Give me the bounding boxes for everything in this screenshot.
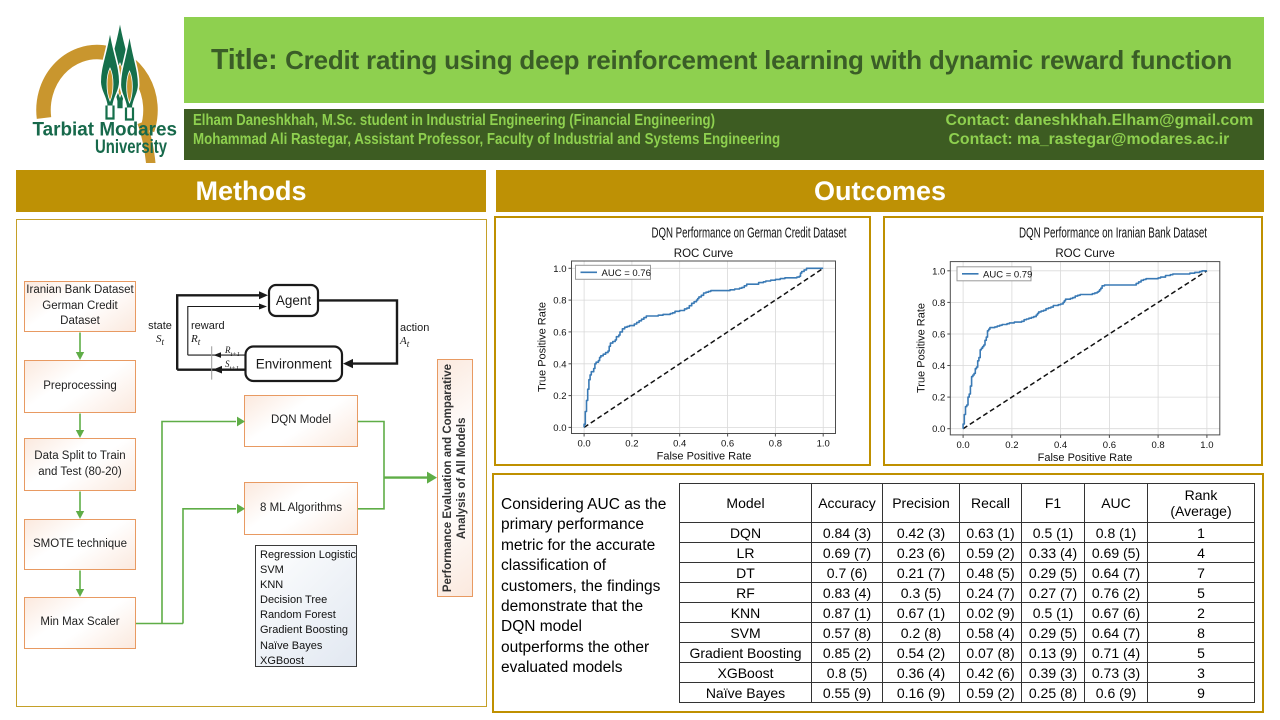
svg-text:0.2: 0.2: [932, 393, 945, 404]
svg-text:0.2: 0.2: [553, 391, 566, 402]
svg-text:AUC = 0.79: AUC = 0.79: [983, 269, 1032, 280]
svg-text:Agent: Agent: [276, 293, 312, 308]
svg-text:0.0: 0.0: [553, 423, 566, 434]
svg-text:0.4: 0.4: [932, 361, 945, 372]
svg-text:False Positive Rate: False Positive Rate: [1038, 452, 1133, 464]
svg-text:1.0: 1.0: [817, 439, 830, 450]
svg-text:0.6: 0.6: [721, 439, 734, 450]
svg-text:DQN Performance on German Cred: DQN Performance on German Credit Dataset: [652, 225, 848, 242]
svg-text:True Positive Rate: True Positive Rate: [537, 302, 549, 392]
svg-text:1.0: 1.0: [932, 266, 945, 277]
svg-text:0.8: 0.8: [932, 298, 945, 309]
svg-text:ROC Curve: ROC Curve: [674, 248, 733, 260]
svg-text:0.6: 0.6: [932, 330, 945, 341]
svg-text:0.4: 0.4: [1054, 440, 1067, 451]
svg-text:0.6: 0.6: [553, 327, 566, 338]
svg-text:1.0: 1.0: [1200, 440, 1213, 451]
svg-text:0.6: 0.6: [1103, 440, 1116, 451]
svg-text:0.0: 0.0: [932, 424, 945, 435]
svg-text:Environment: Environment: [256, 357, 332, 372]
svg-text:0.2: 0.2: [1005, 440, 1018, 451]
svg-text:AUC = 0.76: AUC = 0.76: [602, 268, 651, 279]
svg-text:0.0: 0.0: [956, 440, 969, 451]
svg-text:0.8: 0.8: [1151, 440, 1164, 451]
svg-text:1.0: 1.0: [553, 264, 566, 275]
svg-text:DQN Performance on Iranian Ban: DQN Performance on Iranian Bank Dataset: [1019, 225, 1208, 242]
svg-text:ROC Curve: ROC Curve: [1055, 248, 1114, 260]
svg-text:0.4: 0.4: [673, 439, 686, 450]
svg-text:False Positive Rate: False Positive Rate: [657, 451, 752, 463]
svg-text:True Positive Rate: True Positive Rate: [915, 303, 927, 393]
svg-text:0.8: 0.8: [553, 296, 566, 307]
svg-text:0.4: 0.4: [553, 359, 566, 370]
svg-text:0.2: 0.2: [625, 439, 638, 450]
svg-text:0.8: 0.8: [769, 439, 782, 450]
svg-text:University: University: [95, 137, 167, 158]
svg-text:Tarbiat Modares: Tarbiat Modares: [33, 120, 178, 141]
svg-text:0.0: 0.0: [577, 439, 590, 450]
